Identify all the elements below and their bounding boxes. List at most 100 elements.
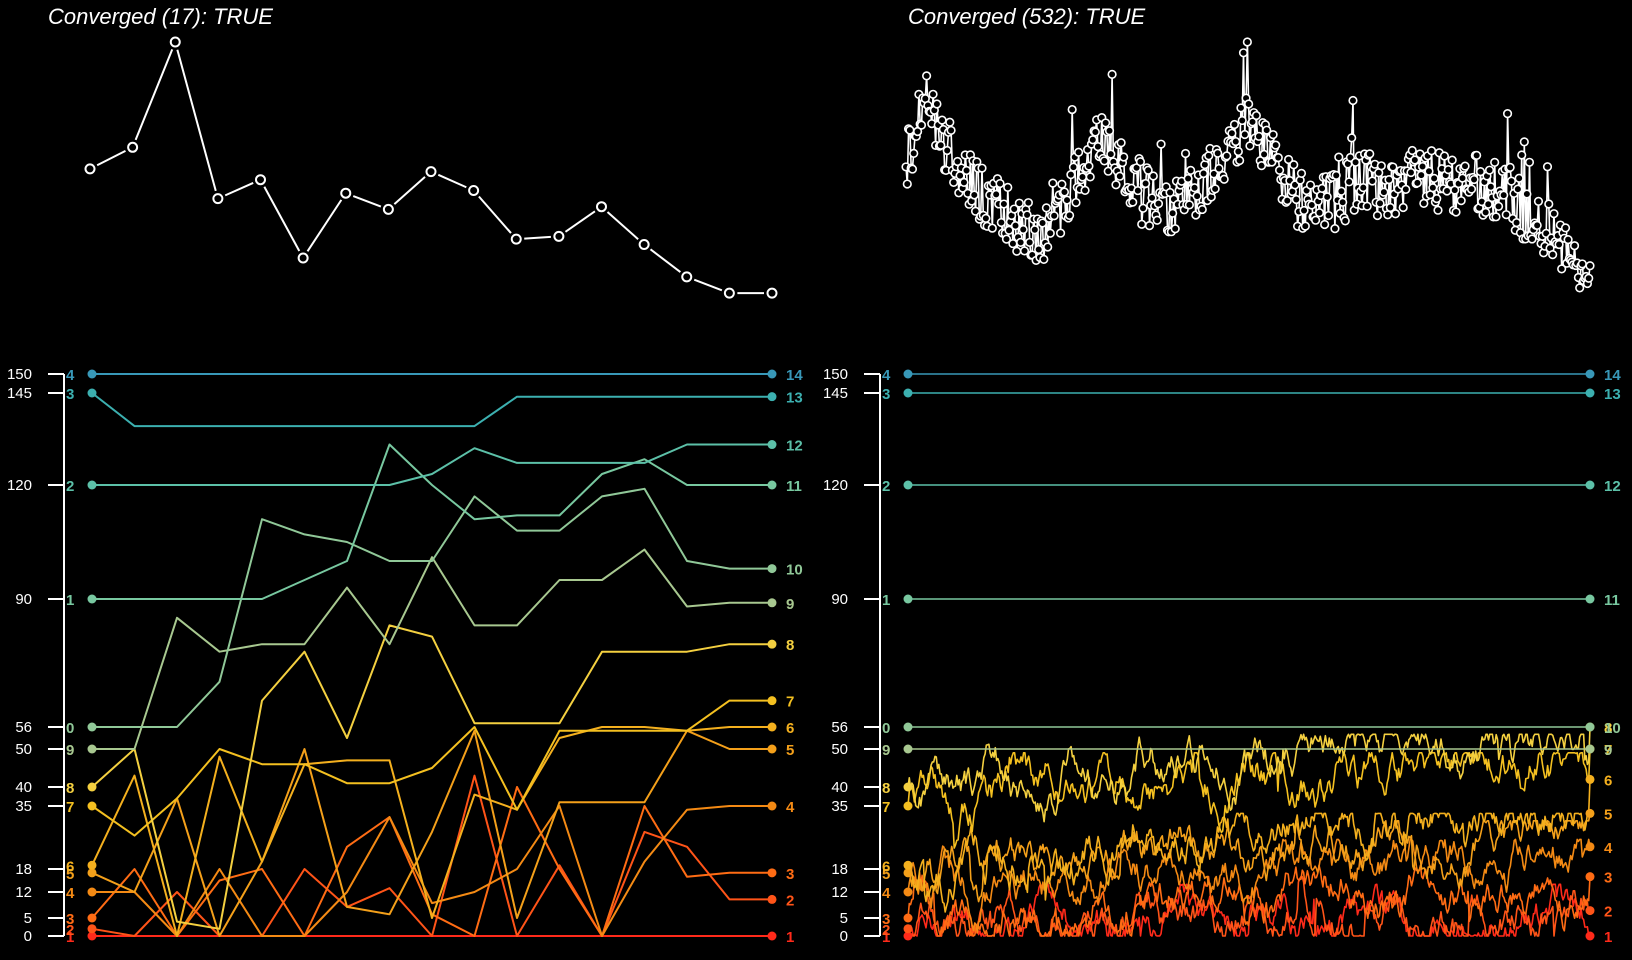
series-end-dot xyxy=(767,894,777,904)
series-start-dot xyxy=(87,887,97,897)
trace-point xyxy=(1439,151,1450,161)
trace-point xyxy=(1192,191,1202,201)
series-start-label: 1 xyxy=(882,929,890,946)
trace-point xyxy=(681,271,693,283)
series-start-label: 6 xyxy=(66,858,74,875)
series-start-label: 8 xyxy=(66,780,74,797)
trace-point xyxy=(1062,195,1072,205)
series-end-label: 14 xyxy=(786,367,803,384)
y-tick-label: 12 xyxy=(15,884,32,901)
series-end-dot xyxy=(767,598,777,608)
trace-point xyxy=(1557,264,1567,274)
trace-segment xyxy=(478,195,512,234)
trace-point xyxy=(1554,239,1564,250)
trace-point xyxy=(1152,215,1162,225)
trace-point xyxy=(1466,184,1477,194)
trace-point xyxy=(1210,184,1220,194)
trace-point xyxy=(1001,234,1012,244)
trace-point xyxy=(425,166,437,178)
trace-point xyxy=(1506,176,1517,186)
series-line-11 xyxy=(92,443,772,600)
trace-segment xyxy=(393,176,426,205)
y-tick-label: 18 xyxy=(831,861,848,878)
series-end-label: 2 xyxy=(1604,904,1612,921)
series-end-dot xyxy=(1585,931,1595,941)
trace-point xyxy=(1080,185,1090,195)
trace-point xyxy=(1242,37,1252,47)
trace-point xyxy=(1412,178,1422,188)
y-tick-label: 150 xyxy=(7,366,32,383)
trace-point xyxy=(553,230,565,242)
series-start-dot xyxy=(87,868,97,878)
trace-point xyxy=(1432,194,1442,204)
trace-point xyxy=(1227,128,1237,138)
series-start-dot xyxy=(903,931,913,941)
y-tick-label: 35 xyxy=(15,798,32,815)
trace-point xyxy=(1219,174,1229,184)
trace-point xyxy=(1499,190,1509,200)
trace-point xyxy=(1407,145,1417,156)
y-tick-label: 40 xyxy=(15,779,32,796)
trace-point xyxy=(1106,149,1116,159)
series-start-dot xyxy=(87,722,97,732)
series-end-label: 5 xyxy=(786,742,794,759)
trace-point xyxy=(1039,254,1049,264)
series-start-dot xyxy=(903,782,913,792)
trace-point xyxy=(1030,225,1040,235)
trace-point xyxy=(1314,208,1325,218)
trace-point xyxy=(1560,223,1571,233)
series-end-dot xyxy=(1585,480,1595,490)
series-start-dot xyxy=(87,480,97,490)
trace-point xyxy=(1563,235,1573,245)
chart-title-left: Converged (17): TRUE xyxy=(48,4,273,29)
series-start-dot xyxy=(903,924,913,934)
trace-point xyxy=(1140,178,1151,189)
series-end-label: 9 xyxy=(786,596,794,613)
trace-point xyxy=(1153,199,1164,209)
trace-point xyxy=(1023,198,1033,208)
series-line-7 xyxy=(91,699,772,837)
series-start-dot xyxy=(903,913,913,923)
series-start-label: 3 xyxy=(66,386,74,403)
trace-point xyxy=(1385,202,1395,213)
series-start-label: 1 xyxy=(882,592,890,609)
series-start-label: 0 xyxy=(882,720,890,737)
trace-point xyxy=(952,156,963,167)
series-start-label: 3 xyxy=(882,386,890,403)
trace-point xyxy=(1331,170,1341,180)
trace-point xyxy=(937,115,947,125)
trace-point xyxy=(1067,104,1077,115)
series-start-label: 4 xyxy=(66,885,75,902)
series-start-dot xyxy=(87,782,97,792)
trace-point xyxy=(1077,172,1088,182)
series-end-label: 4 xyxy=(786,799,795,816)
series-start-dot xyxy=(903,860,913,870)
trace-point xyxy=(1311,215,1321,225)
trace-point xyxy=(638,239,650,250)
trace-point xyxy=(1034,244,1044,255)
trace-point xyxy=(1099,156,1109,166)
trace-point xyxy=(1012,246,1022,256)
series-start-label: 6 xyxy=(882,858,890,875)
series-start-dot xyxy=(903,594,913,604)
series-start-dot xyxy=(903,480,913,490)
trace-point xyxy=(1115,171,1125,181)
trace-point xyxy=(1148,171,1158,181)
trace-point xyxy=(1116,138,1126,148)
trace-point xyxy=(1472,150,1482,160)
trace-point xyxy=(1147,193,1157,203)
trace-point xyxy=(977,163,987,173)
y-tick-label: 120 xyxy=(7,477,32,494)
trace-point xyxy=(1429,173,1439,184)
series-end-dot xyxy=(767,696,777,706)
series-end-dot xyxy=(1585,594,1595,604)
trace-point xyxy=(1443,164,1453,175)
y-tick-label: 40 xyxy=(831,779,848,796)
trace-point xyxy=(1532,220,1542,230)
trace-point xyxy=(1524,157,1535,167)
series-start-label: 3 xyxy=(882,911,890,928)
trace-point xyxy=(932,99,942,109)
series-end-label: 12 xyxy=(786,438,803,455)
trace-point xyxy=(1291,194,1301,205)
trace-point xyxy=(212,193,224,205)
